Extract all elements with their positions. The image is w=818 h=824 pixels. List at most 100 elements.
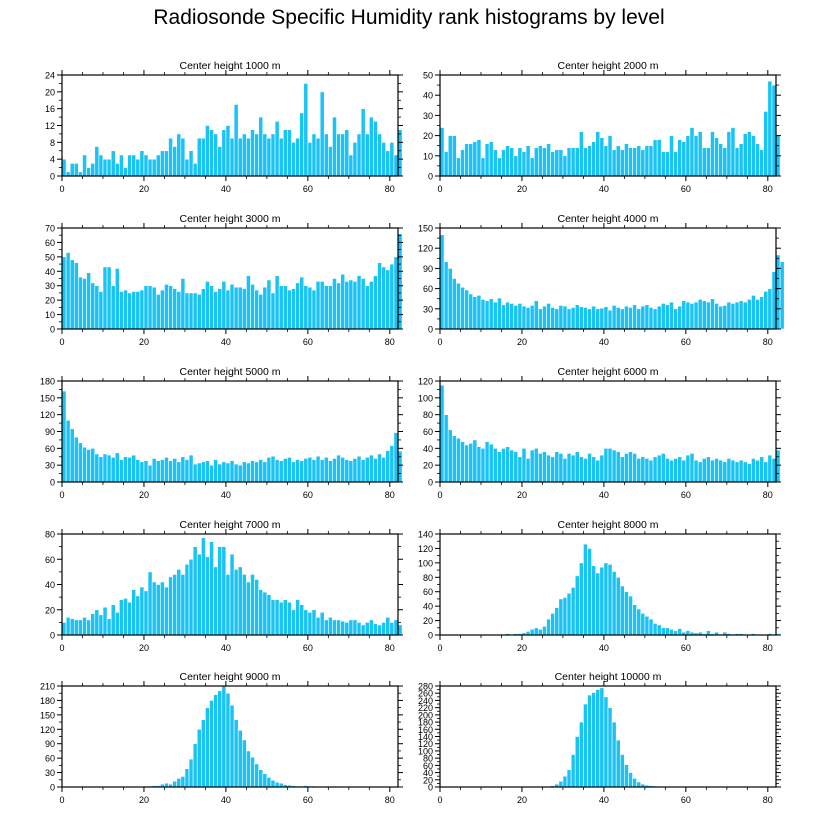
histogram-bar <box>542 305 547 330</box>
histogram-bar <box>356 275 362 330</box>
x-tick-label: 60 <box>303 184 313 194</box>
histogram-bar <box>558 598 564 636</box>
histogram-bar <box>86 449 91 483</box>
histogram-bar <box>86 272 91 330</box>
histogram-bar <box>722 305 728 330</box>
histogram-bar <box>505 145 510 177</box>
histogram-bar <box>364 133 370 177</box>
histogram-bar <box>311 609 317 636</box>
histogram-bar <box>591 141 597 177</box>
histogram-bar <box>726 131 732 177</box>
histogram-bar <box>172 458 178 483</box>
histogram-bar <box>574 147 580 177</box>
y-tick-label: 30 <box>423 111 433 121</box>
histogram-bar <box>168 460 173 483</box>
histogram-bar <box>250 460 255 483</box>
histogram-bar <box>554 149 560 177</box>
histogram-bar <box>155 294 161 330</box>
y-tick-label: 90 <box>45 739 55 749</box>
histogram-bar <box>648 145 654 177</box>
histogram-bar <box>443 261 449 330</box>
y-tick-label: 0 <box>428 478 433 488</box>
histogram-bar <box>513 305 519 330</box>
histogram-bar <box>640 149 646 177</box>
histogram-bar <box>538 308 543 330</box>
histogram-bar <box>246 275 251 330</box>
histogram-bar <box>624 453 629 483</box>
histogram-bar <box>603 145 609 177</box>
histogram-bar <box>488 141 494 177</box>
x-tick-label: 80 <box>763 643 773 653</box>
histogram-bar <box>102 266 108 330</box>
histogram-bar <box>168 137 173 177</box>
histogram-bar <box>505 301 510 330</box>
histogram-bar <box>332 116 337 177</box>
histogram-bar <box>509 449 515 483</box>
y-tick-label: 80 <box>45 530 55 540</box>
histogram-bar <box>566 592 572 636</box>
histogram-bar <box>517 456 523 483</box>
histogram-bar <box>176 133 182 177</box>
histogram-bar <box>677 305 683 330</box>
y-tick-label: 80 <box>423 754 433 764</box>
histogram-bar <box>110 457 116 483</box>
y-tick-label: 60 <box>45 754 55 764</box>
histogram-bar <box>632 604 637 636</box>
histogram-bar <box>373 458 378 483</box>
chart-title: Center height 5000 m <box>180 366 281 378</box>
histogram-bar <box>619 754 625 788</box>
histogram-bar <box>123 167 128 177</box>
chart-title: Center height 3000 m <box>180 213 281 225</box>
histogram-bar <box>611 449 617 483</box>
histogram-bar <box>295 282 300 330</box>
histogram-bar <box>669 301 674 330</box>
histogram-bar <box>583 458 588 483</box>
histogram-bar <box>94 453 100 483</box>
histogram-bar <box>562 305 568 330</box>
chart-panel-10: Center height 10000 m0204060801001201401… <box>418 671 781 805</box>
chart-title: Center height 8000 m <box>558 519 659 531</box>
histogram-bar <box>611 149 617 177</box>
histogram-bar <box>315 137 321 177</box>
histogram-bar <box>701 300 707 330</box>
histogram-bar <box>456 437 461 483</box>
histogram-bar <box>229 283 235 330</box>
histogram-bar <box>213 694 219 788</box>
y-tick-label: 4 <box>50 155 55 165</box>
histogram-bar <box>488 443 494 483</box>
histogram-bar <box>570 147 576 177</box>
histogram-bar <box>513 451 519 483</box>
x-tick-label: 60 <box>303 337 313 347</box>
x-tick-label: 20 <box>517 490 527 500</box>
histogram-bar <box>381 266 387 330</box>
histogram-bar <box>213 133 219 177</box>
chart-panel-7: Center height 7000 m 0 20 40 60 80 0 20 40 60 80 <box>45 519 403 653</box>
histogram-bar <box>213 566 219 636</box>
histogram-bar <box>730 127 736 177</box>
histogram-bar <box>730 459 736 483</box>
histogram-bar <box>714 303 719 330</box>
histogram-bar <box>303 285 309 330</box>
histogram-bar <box>775 254 781 330</box>
x-tick-label: 60 <box>303 643 313 653</box>
histogram-bar <box>771 84 777 177</box>
histogram-bar <box>143 285 149 330</box>
histogram-bar <box>566 147 572 177</box>
y-tick-label: 50 <box>45 252 55 262</box>
histogram-bar <box>102 158 108 177</box>
histogram-bar <box>550 307 556 330</box>
histogram-bar <box>542 626 547 636</box>
histogram-bar <box>369 454 374 483</box>
y-tick-label: 200 <box>418 710 433 720</box>
histogram-bar <box>160 459 165 483</box>
x-tick-label: 80 <box>763 490 773 500</box>
y-tick-label: 0 <box>50 478 55 488</box>
histogram-bar <box>323 133 329 177</box>
histogram-bar <box>546 454 551 483</box>
histogram-bar <box>393 432 399 483</box>
x-tick-label: 40 <box>599 337 609 347</box>
x-tick-label: 40 <box>599 490 609 500</box>
histogram-bar <box>102 453 108 483</box>
histogram-bar <box>619 149 625 177</box>
histogram-bar <box>501 149 506 177</box>
